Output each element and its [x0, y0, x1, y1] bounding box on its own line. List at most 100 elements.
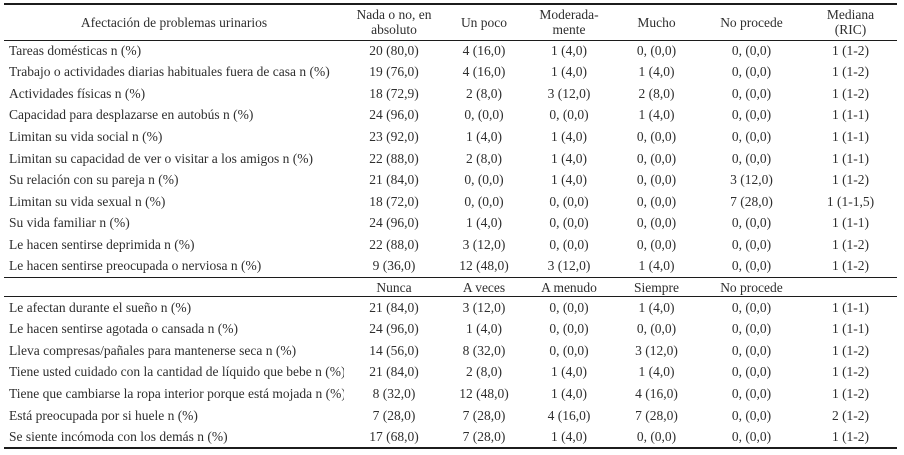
cell-value: 4 (16,0)	[462, 64, 506, 80]
table-row: Limitan su capacidad de ver o visitar a …	[4, 148, 897, 170]
cell-value: 2 (1-2)	[831, 407, 870, 423]
cell-value: 0, (0,0)	[731, 42, 772, 58]
row-label: Su vida familiar n (%)	[9, 215, 130, 231]
table-row: Limitan su vida sexual n (%) 18 (72,0) 0, …	[4, 191, 897, 213]
table-row: Le hacen sentirse preocupada o nerviosa …	[4, 256, 897, 278]
table-row: Capacidad para desplazarse en autobús n …	[4, 105, 897, 127]
cell-value: 0, (0,0)	[731, 407, 772, 423]
cell-value: 0, (0,0)	[636, 237, 677, 253]
cell-value: 0, (0,0)	[549, 193, 589, 209]
cell-value: 4 (16,0)	[462, 42, 506, 58]
cell-value: 0, (0,0)	[731, 321, 772, 337]
cell-value: 1 (4,0)	[551, 64, 587, 80]
table-header-row-1: Afectación de problemas urinarios Nada o…	[4, 4, 897, 41]
cell-value: 0, (0,0)	[549, 321, 589, 337]
cell-value: 0, (0,0)	[731, 107, 772, 123]
cell-value: 1 (1-2)	[831, 258, 870, 274]
cell-value: 0, (0,0)	[549, 107, 589, 123]
cell-value: 0, (0,0)	[464, 107, 504, 123]
cell-value: 0, (0,0)	[549, 237, 589, 253]
cell-value: 1 (1-2)	[831, 386, 870, 402]
header-no-procede-2-label: No procede	[720, 280, 783, 296]
cell-value: 8 (32,0)	[372, 386, 416, 402]
cell-value: 12 (48,0)	[459, 386, 509, 402]
row-label: Le hacen sentirse preocupada o nerviosa …	[9, 258, 262, 274]
cell-value: 14 (56,0)	[369, 342, 419, 358]
cell-value: 19 (76,0)	[369, 64, 419, 80]
cell-value: 1 (1-1)	[831, 321, 870, 337]
cell-value: 1 (4,0)	[638, 64, 675, 80]
cell-value: 18 (72,9)	[369, 85, 419, 101]
cell-value: 1 (1-1)	[831, 299, 870, 315]
cell-value: 1 (1-2)	[831, 342, 870, 358]
cell-value: 1 (4,0)	[551, 42, 587, 58]
row-label: Lleva compresas/pañales para mantenerse …	[9, 342, 297, 358]
header-mediana-ric-label: Mediana (RIC)	[826, 7, 875, 38]
cell-value: 17 (68,0)	[369, 428, 419, 444]
cell-value: 0, (0,0)	[731, 237, 772, 253]
cell-value: 1 (1-1,5)	[826, 193, 875, 209]
cell-value: 1 (4,0)	[551, 150, 587, 166]
cell-value: 7 (28,0)	[635, 407, 678, 423]
table-header-row-2: Nunca A veces A menudo Siempre No proced…	[4, 277, 897, 298]
cell-value: 3 (12,0)	[462, 299, 506, 315]
cell-value: 22 (88,0)	[369, 237, 419, 253]
cell-value: 1 (4,0)	[551, 172, 587, 188]
cell-value: 3 (12,0)	[547, 258, 591, 274]
cell-value: 1 (1-1)	[831, 107, 870, 123]
cell-value: 0, (0,0)	[549, 299, 589, 315]
cell-value: 7 (28,0)	[462, 407, 506, 423]
cell-value: 1 (1-1)	[831, 215, 870, 231]
table-row: Trabajo o actividades diarias habituales…	[4, 62, 897, 84]
table-row: Lleva compresas/pañales para mantenerse …	[4, 340, 897, 362]
cell-value: 0, (0,0)	[549, 342, 589, 358]
cell-value: 1 (1-2)	[831, 42, 870, 58]
header-nunca: Nunca	[344, 277, 444, 298]
header-siempre-label: Siempre	[634, 280, 679, 296]
header-moderadamente-label: Moderada-mente	[539, 7, 599, 38]
cell-value: 0, (0,0)	[731, 215, 772, 231]
table-row: Limitan su vida social n (%) 23 (92,0) 1 (…	[4, 126, 897, 148]
cell-value: 1 (1-2)	[831, 85, 870, 101]
cell-value: 0, (0,0)	[731, 428, 772, 444]
cell-value: 1 (4,0)	[466, 129, 502, 145]
cell-value: 4 (16,0)	[547, 407, 591, 423]
cell-value: 1 (1-2)	[831, 64, 870, 80]
cell-value: 0, (0,0)	[731, 129, 772, 145]
header-un-poco-label: Un poco	[460, 15, 508, 31]
row-label: Se siente incómoda con los demás n (%)	[9, 428, 228, 444]
cell-value: 0, (0,0)	[464, 193, 504, 209]
cell-value: 1 (4,0)	[466, 321, 502, 337]
cell-value: 0, (0,0)	[731, 299, 772, 315]
row-label: Le hacen sentirse deprimida n (%)	[9, 237, 195, 253]
cell-value: 1 (4,0)	[638, 258, 675, 274]
table-row: Le afectan durante el sueño n (%) 21 (84,…	[4, 297, 897, 319]
cell-value: 2 (8,0)	[466, 85, 502, 101]
cell-value: 1 (4,0)	[638, 107, 675, 123]
table-row: Está preocupada por si huele n (%) 7 (28,…	[4, 405, 897, 427]
header-a-veces-label: A veces	[462, 280, 506, 296]
cell-value: 12 (48,0)	[459, 258, 509, 274]
cell-value: 0, (0,0)	[636, 129, 677, 145]
urinary-problems-table: Afectación de problemas urinarios Nada o…	[4, 3, 897, 450]
row-label: Le hacen sentirse agotada o cansada n (%…	[9, 321, 239, 337]
cell-value: 21 (84,0)	[369, 364, 419, 380]
cell-value: 0, (0,0)	[636, 321, 677, 337]
cell-value: 1 (4,0)	[638, 299, 675, 315]
cell-value: 1 (1-2)	[831, 428, 870, 444]
row-label: Tiene usted cuidado con la cantidad de l…	[9, 364, 344, 380]
cell-value: 1 (4,0)	[551, 129, 587, 145]
header-nunca-label: Nunca	[376, 280, 412, 296]
header-mediana-ric: Mediana (RIC)	[804, 4, 897, 41]
cell-value: 0, (0,0)	[731, 386, 772, 402]
table-row: Su relación con su pareja n (%) 21 (84,0)…	[4, 170, 897, 192]
header-a-menudo: A menudo	[524, 277, 614, 298]
cell-value: 2 (8,0)	[638, 85, 675, 101]
cell-value: 1 (4,0)	[466, 215, 502, 231]
cell-value: 20 (80,0)	[369, 42, 419, 58]
cell-value: 24 (96,0)	[369, 107, 419, 123]
row-label: Limitan su vida social n (%)	[9, 129, 163, 145]
cell-value: 24 (96,0)	[369, 215, 419, 231]
cell-value: 1 (1-2)	[831, 237, 870, 253]
